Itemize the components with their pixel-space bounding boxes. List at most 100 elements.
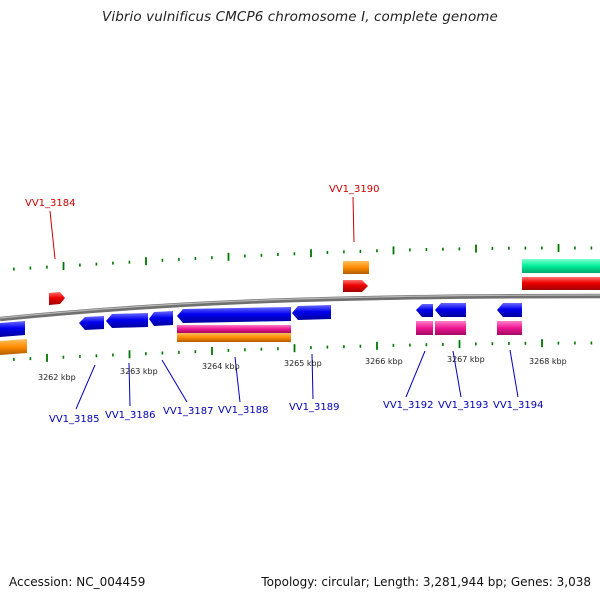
feature-rrna-vv1-3192[interactable]: [416, 321, 433, 335]
scale-label: 3267 kbp: [447, 355, 485, 364]
feature-reverse-cds-vv1-3186[interactable]: [106, 313, 148, 328]
minor-tick-mark: [277, 253, 279, 256]
minor-tick-mark: [392, 343, 395, 347]
minor-tick-mark: [343, 345, 345, 349]
minor-tick-mark: [442, 342, 444, 346]
accession-text: Accession: NC_004459: [9, 575, 146, 589]
minor-tick-mark: [541, 246, 543, 250]
pointer-vv1-3184: [49, 210, 56, 260]
feature-trna-right[interactable]: [522, 259, 600, 273]
feature-rrna-vv1-3194[interactable]: [497, 321, 522, 335]
minor-tick-mark: [574, 341, 576, 345]
feature-rna-left-edge[interactable]: [0, 339, 27, 355]
pointer-vv1-3186: [128, 362, 131, 407]
feature-rrna-vv1-3193[interactable]: [435, 321, 466, 335]
gene-label-vv1-3186[interactable]: VV1_3186: [105, 410, 156, 421]
minor-tick-mark: [13, 357, 15, 361]
minor-tick-mark: [491, 342, 494, 346]
minor-tick-mark: [425, 248, 428, 251]
minor-tick-mark: [326, 251, 329, 254]
minor-tick-mark: [112, 261, 114, 265]
major-tick-mark: [46, 353, 48, 362]
major-tick-mark: [145, 257, 147, 266]
minor-tick-mark: [29, 266, 32, 270]
minor-tick-mark: [475, 342, 477, 346]
scale-label: 3264 kbp: [202, 362, 240, 371]
gene-label-vv1-3187[interactable]: VV1_3187: [163, 406, 214, 417]
minor-tick-mark: [95, 354, 98, 358]
feature-reverse-cds-vv1-3187[interactable]: [149, 311, 173, 326]
minor-tick-mark: [574, 246, 576, 250]
feature-reverse-cds-vv1-3188[interactable]: [177, 307, 291, 323]
genome-backbone: [0, 293, 600, 322]
minor-tick-mark: [178, 257, 180, 261]
feature-rna-above-vv1-3190[interactable]: [343, 261, 369, 274]
major-tick-mark: [557, 244, 560, 252]
minor-tick-mark: [425, 343, 428, 347]
pointer-vv1-3194: [509, 349, 519, 398]
feature-forward-cds-right[interactable]: [522, 277, 600, 290]
scale-label: 3268 kbp: [529, 357, 567, 366]
major-tick-mark: [62, 262, 65, 271]
minor-tick-mark: [524, 341, 527, 345]
feature-reverse-cds-vv1-3194[interactable]: [497, 303, 522, 317]
minor-tick-mark: [79, 355, 81, 358]
gene-label-vv1-3184[interactable]: VV1_3184: [25, 198, 76, 209]
feature-forward-cds-vv1-3184[interactable]: [49, 292, 65, 305]
feature-rna-vv1-3188[interactable]: [177, 333, 291, 342]
minor-tick-mark: [508, 246, 510, 250]
scale-label: 3262 kbp: [38, 373, 76, 382]
genome-backbone-highlight: [0, 294, 600, 319]
pointer-vv1-3187: [161, 359, 188, 403]
minor-tick-mark: [343, 250, 345, 254]
scale-label: 3266 kbp: [365, 357, 403, 366]
minor-tick-mark: [194, 257, 197, 260]
major-tick-mark: [376, 341, 378, 350]
feature-reverse-cds-vv1-3193[interactable]: [435, 303, 466, 317]
pointer-vv1-3189: [311, 353, 314, 400]
gene-labels: VV1_3184 VV1_3190 VV1_3185 VV1_3186 VV1_…: [25, 184, 544, 425]
minor-tick-mark: [359, 249, 362, 253]
minor-tick-mark: [293, 252, 296, 256]
feature-reverse-cds-vv1-3185[interactable]: [79, 316, 104, 330]
inner-tick-marks: [13, 339, 593, 362]
minor-tick-mark: [161, 351, 164, 355]
minor-tick-mark: [260, 253, 263, 257]
minor-tick-mark: [62, 355, 65, 359]
minor-tick-mark: [46, 265, 48, 269]
feature-reverse-cds-vv1-3192-a[interactable]: [416, 304, 433, 317]
minor-tick-mark: [244, 348, 246, 352]
gene-label-vv1-3189[interactable]: VV1_3189: [289, 402, 340, 413]
minor-tick-mark: [508, 342, 510, 345]
minor-tick-mark: [244, 254, 246, 258]
gene-label-vv1-3192[interactable]: VV1_3192: [383, 400, 434, 411]
genome-title: Vibrio vulnificus CMCP6 chromosome I, co…: [102, 9, 498, 25]
scale-label: 3265 kbp: [284, 359, 322, 368]
gene-label-vv1-3188[interactable]: VV1_3188: [218, 405, 269, 416]
minor-tick-mark: [590, 246, 593, 250]
feature-reverse-cds-vv1-3189[interactable]: [292, 305, 331, 320]
major-tick-mark: [211, 347, 213, 355]
feature-reverse-cds-left-edge[interactable]: [0, 321, 25, 337]
major-tick-mark: [293, 344, 296, 353]
major-tick-mark: [310, 249, 312, 258]
feature-rrna-vv1-3188[interactable]: [177, 325, 291, 333]
gene-label-vv1-3194[interactable]: VV1_3194: [493, 400, 544, 411]
minor-tick-mark: [442, 247, 444, 251]
minor-tick-mark: [458, 247, 461, 251]
forward-strand-features: [49, 259, 600, 305]
minor-tick-mark: [409, 343, 411, 347]
outer-tick-marks: [13, 244, 593, 271]
minor-tick-mark: [112, 353, 114, 357]
feature-forward-cds-vv1-3190[interactable]: [343, 280, 368, 292]
gene-label-vv1-3190[interactable]: VV1_3190: [329, 184, 380, 195]
major-tick-mark: [475, 244, 477, 253]
gene-label-vv1-3185[interactable]: VV1_3185: [49, 414, 100, 425]
minor-tick-mark: [227, 348, 230, 352]
minor-tick-mark: [211, 256, 213, 260]
pointer-vv1-3190: [352, 196, 355, 243]
minor-tick-mark: [524, 246, 527, 250]
scale-labels: 3262 kbp 3263 kbp 3264 kbp 3265 kbp 3266…: [38, 355, 567, 382]
gene-label-vv1-3193[interactable]: VV1_3193: [438, 400, 489, 411]
